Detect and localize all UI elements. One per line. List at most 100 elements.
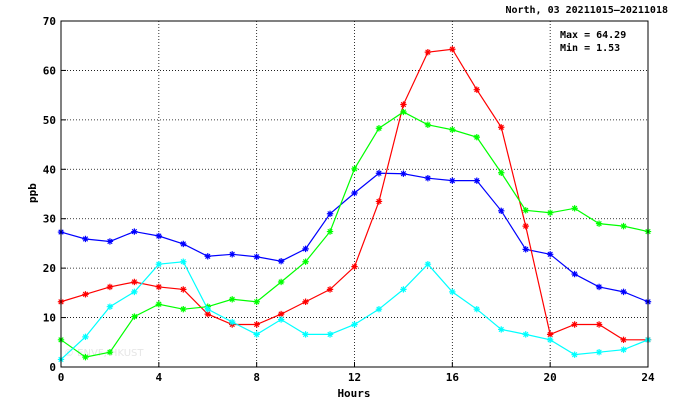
x-tick-label: 12 <box>348 371 361 384</box>
data-point <box>82 235 89 243</box>
data-point <box>351 189 358 197</box>
data-point <box>106 283 114 291</box>
x-tick-label: 0 <box>58 371 65 384</box>
data-point <box>351 321 358 328</box>
data-point <box>473 177 480 184</box>
data-point <box>498 169 505 176</box>
data-point <box>595 321 603 328</box>
data-point <box>204 310 211 318</box>
data-point <box>229 318 236 326</box>
data-point <box>277 258 285 265</box>
data-point <box>424 260 432 268</box>
data-point <box>595 348 603 356</box>
data-point <box>131 288 138 296</box>
x-tick-label: 24 <box>641 371 655 384</box>
data-point <box>424 121 432 128</box>
data-point <box>302 258 309 265</box>
data-point <box>449 46 456 53</box>
data-point <box>375 125 383 132</box>
data-point <box>595 220 603 227</box>
data-point <box>522 246 529 253</box>
data-point <box>180 286 187 293</box>
data-point <box>253 331 260 338</box>
data-point <box>375 198 383 205</box>
data-point <box>522 207 529 214</box>
data-point <box>571 351 578 358</box>
data-point <box>400 101 407 108</box>
data-point <box>449 288 456 296</box>
y-tick-label: 50 <box>43 114 56 127</box>
y-axis-title: ppb <box>26 183 39 203</box>
data-point <box>155 283 163 291</box>
x-tick-label: 16 <box>446 371 460 384</box>
data-point <box>155 301 163 308</box>
data-point <box>106 303 114 310</box>
data-point <box>106 348 114 356</box>
x-axis-title: Hours <box>337 387 370 400</box>
data-point <box>424 48 432 56</box>
data-point <box>498 124 505 131</box>
plot-frame <box>60 20 649 368</box>
data-point <box>571 205 578 212</box>
data-point <box>620 346 627 353</box>
max-label: Max = 64.29 <box>560 30 626 41</box>
data-point <box>571 321 578 328</box>
data-point <box>546 251 554 258</box>
data-point <box>473 305 480 313</box>
tick-labels: 0 4 8 12 16 20 24 0 10 20 30 40 50 60 70 <box>43 15 655 384</box>
x-tick-label: 8 <box>253 371 260 384</box>
y-tick-label: 10 <box>43 312 56 325</box>
series-layer <box>57 46 652 363</box>
data-point <box>131 313 138 320</box>
data-point <box>82 353 89 361</box>
min-label: Min = 1.53 <box>560 42 620 54</box>
data-point <box>375 170 383 177</box>
data-point <box>180 258 187 265</box>
data-point <box>302 245 309 253</box>
data-point <box>522 222 529 230</box>
data-point <box>82 291 89 298</box>
data-point <box>204 305 211 313</box>
data-point <box>180 240 187 248</box>
data-point <box>473 86 480 93</box>
data-point <box>522 331 529 338</box>
data-point <box>180 305 187 313</box>
data-point <box>229 296 236 303</box>
y-tick-label: 40 <box>43 163 56 176</box>
data-point <box>400 170 407 177</box>
data-point <box>302 331 309 338</box>
data-point <box>277 278 285 286</box>
data-point <box>449 126 456 133</box>
data-point <box>473 133 480 141</box>
data-point <box>620 222 627 230</box>
data-point <box>351 165 358 172</box>
data-point <box>131 228 138 235</box>
data-point <box>620 336 627 344</box>
y-tick-label: 30 <box>43 213 56 226</box>
data-point <box>620 288 627 296</box>
grid <box>61 21 648 367</box>
data-point <box>400 286 407 293</box>
data-point <box>595 283 603 291</box>
y-tick-label: 70 <box>43 15 56 28</box>
data-point <box>131 278 138 286</box>
data-point <box>449 177 456 184</box>
data-point <box>326 331 334 338</box>
data-point <box>326 228 334 235</box>
data-point <box>253 253 260 260</box>
data-point <box>498 207 505 215</box>
data-point <box>302 298 309 305</box>
data-point <box>546 331 554 338</box>
data-point <box>326 210 334 217</box>
chart-title: North, 03 20211015—20211018 <box>505 5 668 16</box>
data-point <box>375 305 383 313</box>
y-tick-label: 60 <box>43 64 56 77</box>
data-point <box>546 209 554 216</box>
data-point <box>400 108 407 116</box>
data-point <box>155 260 163 268</box>
data-point <box>424 174 432 182</box>
data-point <box>82 333 89 341</box>
data-point <box>106 238 114 245</box>
y-tick-label: 20 <box>43 262 56 275</box>
